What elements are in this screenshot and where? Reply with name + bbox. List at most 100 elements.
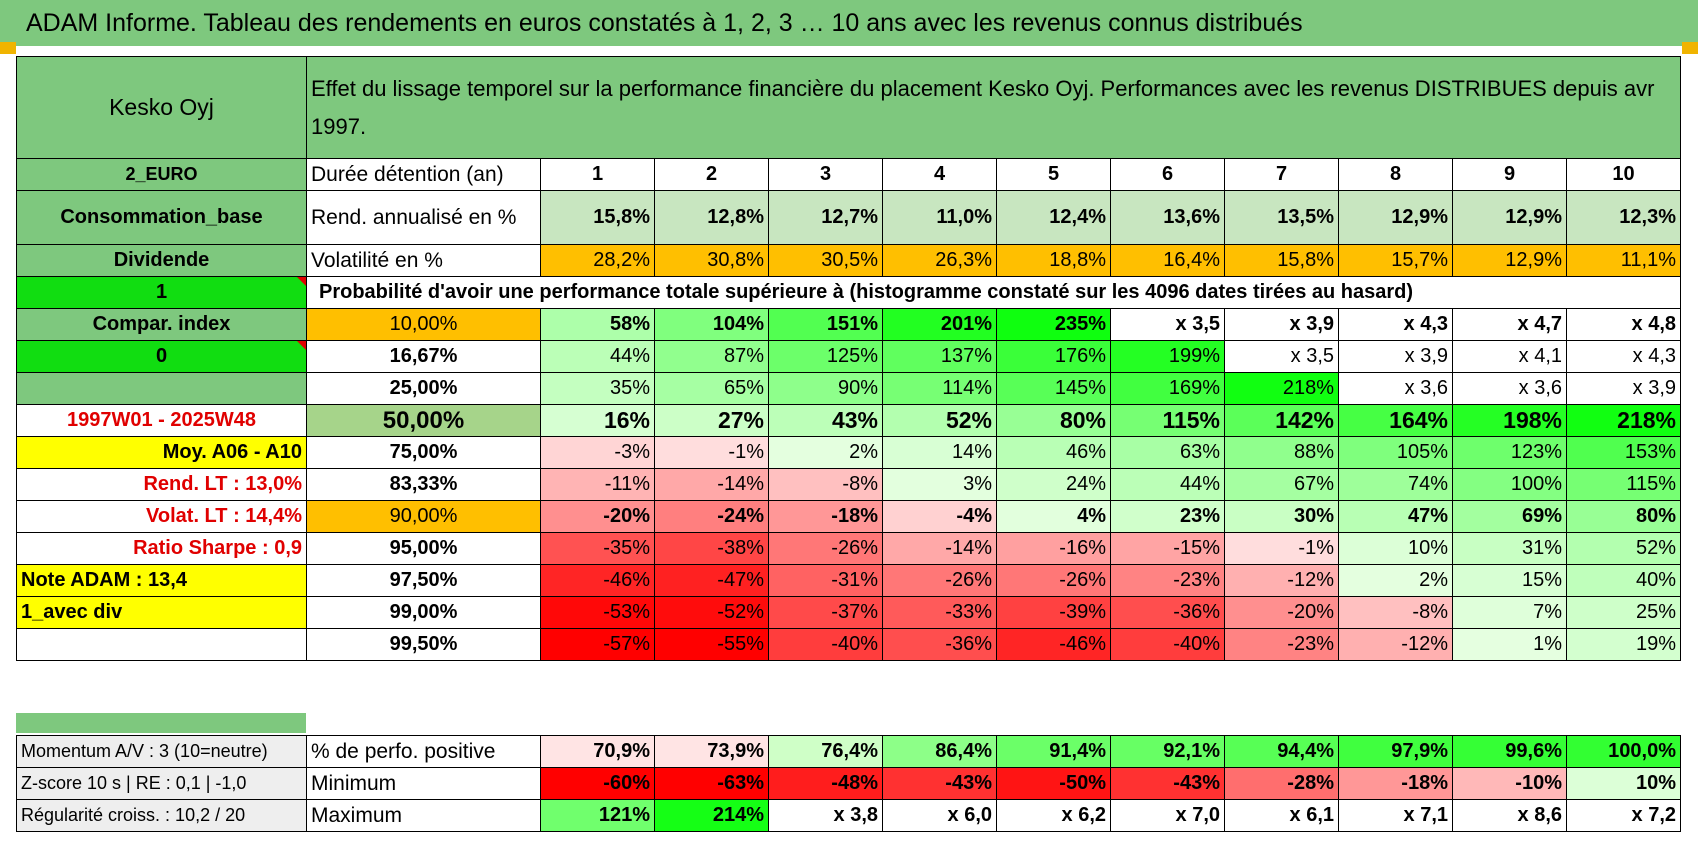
summary-value: 86,4% bbox=[882, 735, 997, 768]
percentile-value: 164% bbox=[1338, 404, 1453, 437]
percentile-label: 75,00% bbox=[306, 436, 541, 469]
percentile-value: 19% bbox=[1566, 628, 1681, 661]
percentile-value: 199% bbox=[1110, 340, 1225, 373]
percentile-value: -33% bbox=[882, 596, 997, 629]
summary-value: 121% bbox=[540, 799, 655, 832]
summary-value: 214% bbox=[654, 799, 769, 832]
percentile-value: 44% bbox=[540, 340, 655, 373]
vol-value: 28,2% bbox=[540, 244, 655, 277]
percentile-value: 7% bbox=[1452, 596, 1567, 629]
percentile-label: 83,33% bbox=[306, 468, 541, 501]
year-header: 9 bbox=[1452, 158, 1567, 191]
returns-table: Kesko Oyj Effet du lissage temporel sur l… bbox=[16, 56, 1681, 661]
percentile-value: 24% bbox=[996, 468, 1111, 501]
percentile-value: 23% bbox=[1110, 500, 1225, 533]
percentile-value: 100% bbox=[1452, 468, 1567, 501]
percentile-value: 87% bbox=[654, 340, 769, 373]
percentile-value: -16% bbox=[996, 532, 1111, 565]
percentile-value: 137% bbox=[882, 340, 997, 373]
percentile-value: 1% bbox=[1452, 628, 1567, 661]
vol-value: 15,8% bbox=[1224, 244, 1339, 277]
percentile-value: 125% bbox=[768, 340, 883, 373]
summary-value: 97,9% bbox=[1338, 735, 1453, 768]
percentile-value: x 4,1 bbox=[1452, 340, 1567, 373]
percentile-value: -36% bbox=[1110, 596, 1225, 629]
vol-value: 30,8% bbox=[654, 244, 769, 277]
percentile-value: 67% bbox=[1224, 468, 1339, 501]
percentile-value: 25% bbox=[1566, 596, 1681, 629]
percentile-value: 176% bbox=[996, 340, 1111, 373]
vol-label: Volatilité en % bbox=[306, 244, 541, 277]
vol-value: 26,3% bbox=[882, 244, 997, 277]
summary-value: x 7,2 bbox=[1566, 799, 1681, 832]
summary-value: -50% bbox=[996, 767, 1111, 800]
percentile-value: 30% bbox=[1224, 500, 1339, 533]
percentile-value: 114% bbox=[882, 372, 997, 405]
percentile-value: x 3,9 bbox=[1338, 340, 1453, 373]
rend-value: 15,8% bbox=[540, 190, 655, 245]
rend-label: Rend. annualisé en % bbox=[306, 190, 541, 245]
year-header: 6 bbox=[1110, 158, 1225, 191]
percentile-value: x 3,5 bbox=[1110, 308, 1225, 341]
percentile-value: x 4,7 bbox=[1452, 308, 1567, 341]
rend-value: 13,6% bbox=[1110, 190, 1225, 245]
year-header: 2 bbox=[654, 158, 769, 191]
percentile-label: 10,00% bbox=[306, 308, 541, 341]
vol-value: 15,7% bbox=[1338, 244, 1453, 277]
percentile-value: x 4,8 bbox=[1566, 308, 1681, 341]
percentile-value: 169% bbox=[1110, 372, 1225, 405]
percentile-value: 104% bbox=[654, 308, 769, 341]
percentile-value: -53% bbox=[540, 596, 655, 629]
percentile-value: -24% bbox=[654, 500, 769, 533]
summary-value: 94,4% bbox=[1224, 735, 1339, 768]
percentile-label: 25,00% bbox=[306, 372, 541, 405]
percentile-value: -14% bbox=[882, 532, 997, 565]
percentile-value: 4% bbox=[996, 500, 1111, 533]
percentile-value: -35% bbox=[540, 532, 655, 565]
percentile-value: x 3,6 bbox=[1452, 372, 1567, 405]
percentile-value: 44% bbox=[1110, 468, 1225, 501]
percentile-value: -3% bbox=[540, 436, 655, 469]
report-title: ADAM Informe. Tableau des rendements en … bbox=[0, 0, 1698, 46]
percentile-value: 31% bbox=[1452, 532, 1567, 565]
rend-value: 11,0% bbox=[882, 190, 997, 245]
summary-value: x 3,8 bbox=[768, 799, 883, 832]
percentile-value: 16% bbox=[540, 404, 655, 437]
probability-title: Probabilité d'avoir une performance tota… bbox=[306, 276, 1681, 309]
percentile-value: -1% bbox=[1224, 532, 1339, 565]
percentile-value: 145% bbox=[996, 372, 1111, 405]
percentile-value: -8% bbox=[768, 468, 883, 501]
percentile-value: 115% bbox=[1566, 468, 1681, 501]
percentile-value: -40% bbox=[768, 628, 883, 661]
rend-value: 12,9% bbox=[1338, 190, 1453, 245]
year-header: 7 bbox=[1224, 158, 1339, 191]
percentile-value: -26% bbox=[996, 564, 1111, 597]
percentile-value: -47% bbox=[654, 564, 769, 597]
summary-value: x 7,1 bbox=[1338, 799, 1453, 832]
summary-value: -43% bbox=[882, 767, 997, 800]
percentile-value: -23% bbox=[1110, 564, 1225, 597]
rend-value: 13,5% bbox=[1224, 190, 1339, 245]
summary-value: 91,4% bbox=[996, 735, 1111, 768]
percentile-label: 90,00% bbox=[306, 500, 541, 533]
summary-label: Maximum bbox=[306, 799, 541, 832]
percentile-value: 105% bbox=[1338, 436, 1453, 469]
percentile-value: 10% bbox=[1338, 532, 1453, 565]
year-header: 10 bbox=[1566, 158, 1681, 191]
table-description: Effet du lissage temporel sur la perform… bbox=[306, 56, 1681, 159]
percentile-value: 40% bbox=[1566, 564, 1681, 597]
left-label: Compar. index bbox=[16, 308, 307, 341]
percentile-value: 218% bbox=[1566, 404, 1681, 437]
percentile-value: -39% bbox=[996, 596, 1111, 629]
percentile-value: -57% bbox=[540, 628, 655, 661]
left-label: 2_EURO bbox=[16, 158, 307, 191]
vol-value: 18,8% bbox=[996, 244, 1111, 277]
frame-corner-left bbox=[0, 42, 16, 54]
percentile-value: 151% bbox=[768, 308, 883, 341]
percentile-value: 218% bbox=[1224, 372, 1339, 405]
percentile-value: 3% bbox=[882, 468, 997, 501]
summary-value: x 6,2 bbox=[996, 799, 1111, 832]
vol-value: 16,4% bbox=[1110, 244, 1225, 277]
section-spacer bbox=[16, 713, 306, 733]
year-header: 8 bbox=[1338, 158, 1453, 191]
